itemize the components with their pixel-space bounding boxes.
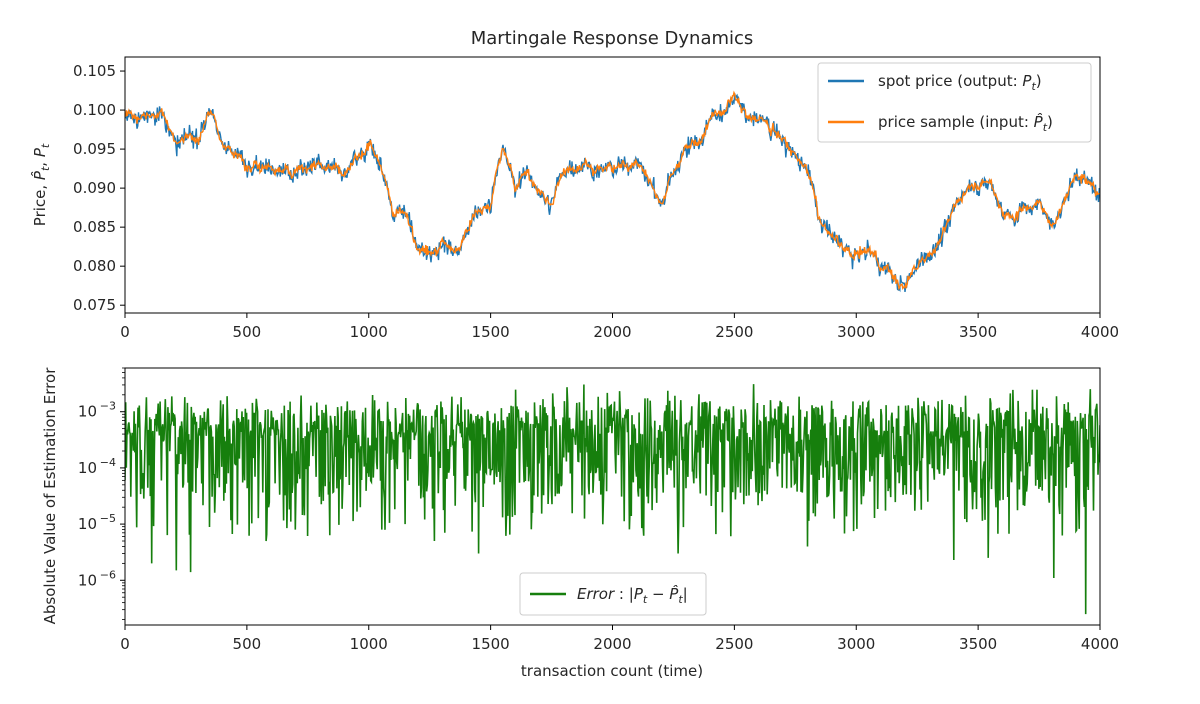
price-legend-box [817,62,1092,143]
x-tick-label: 2000 [593,323,631,341]
error-chart: 10−610−510−410−3 0 500 1000 1500 2000 2500 300… [41,367,1119,680]
x-tick-label: 4000 [1081,635,1119,653]
error-y-ticks: 10−610−510−410−3 [78,367,125,620]
text-part: t [678,593,683,606]
text-part: t [1043,121,1048,134]
y-tick-exponent: −6 [100,568,116,581]
text-part: price sample (input: [878,113,1034,131]
y-tick-label: 10 [78,403,97,421]
y-tick-label: 10 [78,459,97,477]
text-part: t [39,166,52,171]
x-tick-label: 1000 [350,323,388,341]
series-line-price-sample [125,90,1100,291]
price-chart: Martingale Response Dynamics 0.0750.0800… [30,28,1119,341]
y-tick-label: 10 [78,515,97,533]
price-series-lines [125,90,1100,293]
y-tick-label: 0.085 [73,218,116,236]
y-tick-label: 0.105 [73,62,116,80]
error-legend-box [519,572,707,616]
text-part: − [647,585,669,603]
error-x-ticks: 0 500 1000 1500 2000 2500 3000 3500 4000 [120,625,1119,653]
text-part: Error [577,585,615,603]
text-part: P [31,147,49,157]
price-legend: spot price (output: Pt) price sample (in… [817,62,1092,143]
error-legend: Error : |Pt − P̂t| [519,572,707,616]
y-tick-exponent: −5 [100,512,116,525]
y-tick-exponent: −4 [100,456,116,469]
y-tick-label: 0.075 [73,296,116,314]
text-part: P [1022,72,1032,90]
y-tick-label: 10 [78,571,97,589]
text-part: ) [1036,72,1042,90]
chart-title: Martingale Response Dynamics [471,28,754,49]
error-plot-frame [124,367,1101,626]
x-tick-label: 0 [120,635,130,653]
error-x-axis-label: transaction count (time) [521,662,703,680]
legend-label-error: Error : |Pt − P̂t| [577,584,688,606]
price-plot-frame [124,56,1101,314]
price-y-axis-label: Price, P̂t, Pt [30,143,52,226]
x-tick-label: 2500 [715,635,753,653]
text-part: P̂ [30,170,49,180]
x-tick-label: 0 [120,323,130,341]
x-tick-label: 3000 [837,323,875,341]
x-tick-label: 500 [233,635,262,653]
text-part: P̂ [1034,112,1044,131]
y-tick-label: 0.080 [73,257,116,275]
text-part: spot price (output: [878,72,1022,90]
y-tick-exponent: −3 [100,400,116,413]
y-tick-label: 0.100 [73,101,116,119]
series-line-error [125,384,1100,615]
text-part: , [31,157,49,167]
x-tick-label: 1500 [472,323,510,341]
text-part: P [634,585,644,603]
x-tick-label: 1000 [350,635,388,653]
text-part: ) [1047,113,1053,131]
text-part: t [1031,80,1036,93]
x-tick-label: 2000 [593,635,631,653]
text-part: P̂ [669,584,679,603]
text-part: | [683,585,688,603]
x-tick-label: 3000 [837,635,875,653]
text-part: : | [614,585,634,603]
error-series-line [125,384,1100,615]
y-tick-label: 0.095 [73,140,116,158]
y-tick-label: 0.090 [73,179,116,197]
x-tick-label: 3500 [959,323,997,341]
legend-label-sample: price sample (input: P̂t) [878,112,1053,134]
legend-label-spot: spot price (output: Pt) [878,72,1042,93]
text-part: Price, [31,180,49,226]
x-tick-label: 3500 [959,635,997,653]
x-tick-label: 4000 [1081,323,1119,341]
x-tick-label: 2500 [715,323,753,341]
x-tick-label: 500 [233,323,262,341]
text-part: t [643,593,648,606]
x-tick-label: 1500 [472,635,510,653]
price-x-ticks: 0 500 1000 1500 2000 2500 3000 3500 4000 [120,313,1119,341]
price-y-ticks: 0.075 0.080 0.085 0.090 0.095 0.100 0.105 [73,62,125,314]
text-part: t [39,143,52,148]
error-y-axis-label: Absolute Value of Estimation Error [41,367,59,625]
